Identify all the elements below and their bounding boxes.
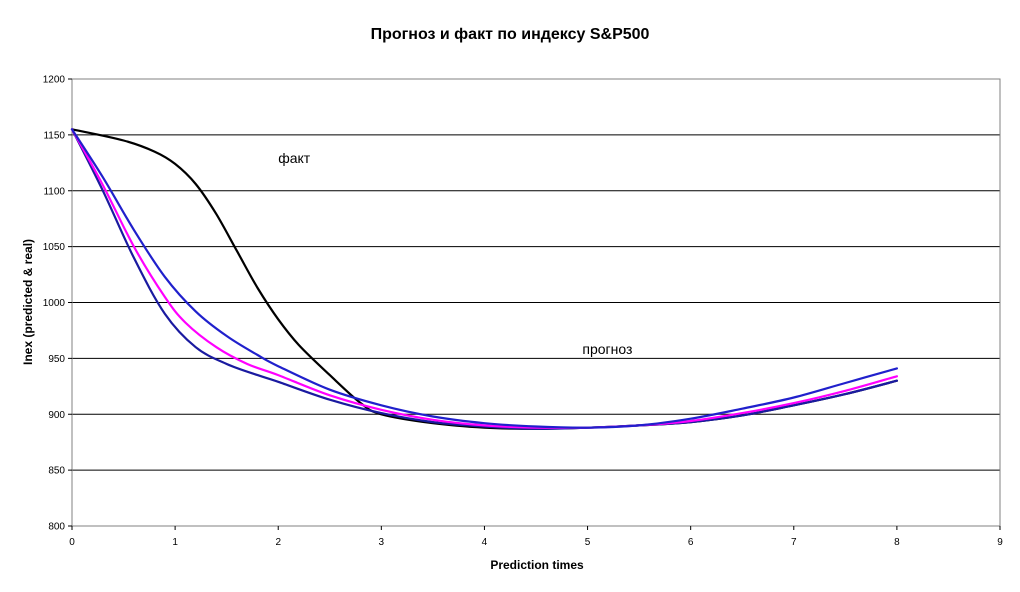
y-tick-label: 850 xyxy=(48,466,65,477)
series-line-2 xyxy=(70,128,898,430)
x-axis-ticks: 0 1 2 3 4 5 6 7 8 9 xyxy=(69,526,1003,548)
x-axis-label: Prediction times xyxy=(490,558,584,572)
x-tick-label: 8 xyxy=(894,537,900,548)
chart-title: Прогноз и факт по индексу S&P500 xyxy=(371,26,650,43)
y-tick-label: 1150 xyxy=(43,130,65,141)
x-tick-label: 1 xyxy=(172,537,178,548)
x-tick-label: 7 xyxy=(791,537,797,548)
y-tick-label: 1000 xyxy=(43,298,66,309)
series-line-1 xyxy=(70,128,898,430)
gridlines xyxy=(72,134,1000,471)
y-tick-label: 1200 xyxy=(43,75,66,86)
y-axis-ticks: 800 850 900 950 1000 1050 1100 1150 1200 xyxy=(43,75,72,533)
y-tick-label: 1100 xyxy=(43,186,65,197)
series-line-4 xyxy=(70,128,898,429)
y-axis-label: Inex (predicted & real) xyxy=(21,239,35,365)
x-tick-label: 4 xyxy=(482,537,488,548)
y-tick-label: 800 xyxy=(48,522,65,533)
annotation-label: прогноз xyxy=(582,341,632,357)
x-tick-label: 3 xyxy=(379,537,385,548)
x-tick-label: 9 xyxy=(997,537,1003,548)
series-line-3 xyxy=(70,128,898,430)
x-tick-label: 0 xyxy=(69,537,75,548)
annotation-label: факт xyxy=(278,150,311,166)
x-tick-label: 2 xyxy=(275,537,281,548)
x-tick-label: 5 xyxy=(585,537,591,548)
series-group xyxy=(70,128,898,430)
x-tick-label: 6 xyxy=(688,537,694,548)
y-tick-label: 1050 xyxy=(43,242,66,253)
annotations: факт прогноз xyxy=(278,150,632,357)
y-tick-label: 950 xyxy=(48,354,65,365)
y-tick-label: 900 xyxy=(48,410,65,421)
